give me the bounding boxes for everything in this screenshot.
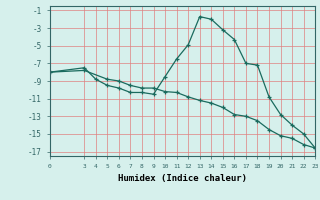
X-axis label: Humidex (Indice chaleur): Humidex (Indice chaleur) <box>118 174 247 183</box>
